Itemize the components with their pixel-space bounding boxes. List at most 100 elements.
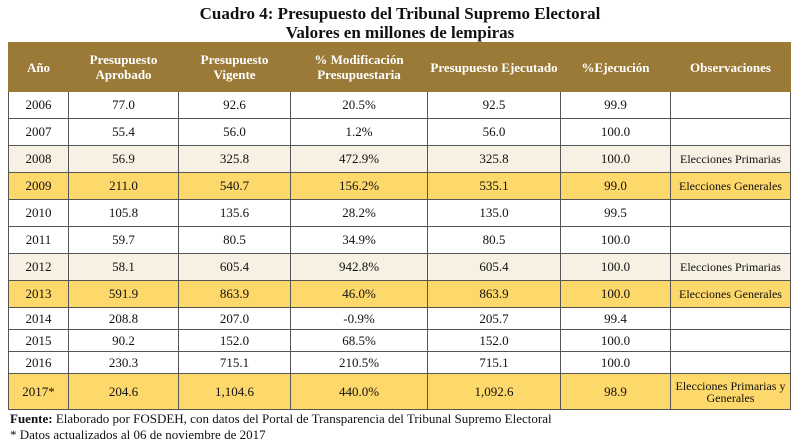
table-cell: 715.1 bbox=[427, 351, 561, 374]
source-label: Fuente: bbox=[10, 411, 53, 426]
table-cell: 80.5 bbox=[178, 226, 291, 254]
table-cell: 156.2% bbox=[290, 172, 428, 200]
observation-cell: Elecciones Primarias bbox=[670, 145, 791, 173]
column-header: Presupuesto Vigente bbox=[178, 42, 291, 92]
table-cell: 58.1 bbox=[68, 253, 179, 281]
table-cell: 68.5% bbox=[290, 329, 428, 352]
table-row: 2011 59.7 80.5 34.9% 80.5 100.0 bbox=[8, 226, 791, 254]
table-cell: 100.0 bbox=[560, 253, 671, 281]
table-cell: 100.0 bbox=[560, 226, 671, 254]
table-row: 2009 211.0 540.7 156.2% 535.1 99.0 Elecciones … bbox=[8, 172, 791, 200]
table-row: 2013 591.9 863.9 46.0% 863.9 100.0 Elecciones … bbox=[8, 280, 791, 308]
column-header: %Ejecución bbox=[560, 42, 671, 92]
table-cell: 135.6 bbox=[178, 199, 291, 227]
table-title: Cuadro 4: Presupuesto del Tribunal Supre… bbox=[199, 4, 601, 23]
table-cell: 2010 bbox=[8, 199, 69, 227]
observation-cell bbox=[670, 351, 791, 374]
observation-cell: Elecciones Generales bbox=[670, 172, 791, 200]
table-cell: 77.0 bbox=[68, 91, 179, 119]
observation-cell bbox=[670, 91, 791, 119]
table-cell: 2014 bbox=[8, 307, 69, 330]
observation-cell bbox=[670, 329, 791, 352]
table-cell: 540.7 bbox=[178, 172, 291, 200]
column-header: % Modificación Presupuestaria bbox=[290, 42, 428, 92]
table-cell: 863.9 bbox=[178, 280, 291, 308]
table-row: 2007 55.4 56.0 1.2% 56.0 100.0 bbox=[8, 118, 791, 146]
table-cell: 59.7 bbox=[68, 226, 179, 254]
table-subtitle: Valores en millones de lempiras bbox=[285, 23, 515, 42]
update-note: * Datos actualizados al 06 de noviembre … bbox=[10, 427, 266, 442]
table-row: 2015 90.2 152.0 68.5% 152.0 100.0 bbox=[8, 329, 791, 352]
table-cell: 28.2% bbox=[290, 199, 428, 227]
table-cell: 135.0 bbox=[427, 199, 561, 227]
table-cell: 99.0 bbox=[560, 172, 671, 200]
table-cell: 34.9% bbox=[290, 226, 428, 254]
table-cell: 2013 bbox=[8, 280, 69, 308]
source-text: Elaborado por FOSDEH, con datos del Port… bbox=[52, 411, 552, 426]
table-cell: 46.0% bbox=[290, 280, 428, 308]
table-cell: 1,104.6 bbox=[178, 373, 291, 410]
table-cell: 2017* bbox=[8, 373, 69, 410]
table-cell: 211.0 bbox=[68, 172, 179, 200]
table-cell: 1,092.6 bbox=[427, 373, 561, 410]
observation-cell: Elecciones Primarias bbox=[670, 253, 791, 281]
table-row: 2008 56.9 325.8 472.9% 325.8 100.0 Elecciones … bbox=[8, 145, 791, 173]
table-cell: 2006 bbox=[8, 91, 69, 119]
table-cell: 535.1 bbox=[427, 172, 561, 200]
table-cell: 80.5 bbox=[427, 226, 561, 254]
column-header: Año bbox=[8, 42, 69, 92]
table-cell: 605.4 bbox=[427, 253, 561, 281]
table-cell: 325.8 bbox=[427, 145, 561, 173]
table-cell: 100.0 bbox=[560, 351, 671, 374]
table-cell: 942.8% bbox=[290, 253, 428, 281]
table-row: 2010 105.8 135.6 28.2% 135.0 99.5 bbox=[8, 199, 791, 227]
table-cell: 55.4 bbox=[68, 118, 179, 146]
table-cell: 105.8 bbox=[68, 199, 179, 227]
table-cell: 204.6 bbox=[68, 373, 179, 410]
table-cell: 2012 bbox=[8, 253, 69, 281]
table-cell: 92.5 bbox=[427, 91, 561, 119]
budget-table: Año Presupuesto Aprobado Presupuesto Vigen… bbox=[8, 42, 791, 410]
table-cell: 2007 bbox=[8, 118, 69, 146]
table-cell: 715.1 bbox=[178, 351, 291, 374]
table-cell: 100.0 bbox=[560, 145, 671, 173]
table-cell: 2011 bbox=[8, 226, 69, 254]
table-cell: 205.7 bbox=[427, 307, 561, 330]
observation-cell bbox=[670, 118, 791, 146]
column-header: Presupuesto Aprobado bbox=[68, 42, 179, 92]
table-cell: 92.6 bbox=[178, 91, 291, 119]
table-cell: 99.5 bbox=[560, 199, 671, 227]
table-cell: 100.0 bbox=[560, 118, 671, 146]
table-cell: 207.0 bbox=[178, 307, 291, 330]
table-cell: 230.3 bbox=[68, 351, 179, 374]
observation-cell: Elecciones Primarias y Generales bbox=[670, 373, 791, 410]
table-cell: 2015 bbox=[8, 329, 69, 352]
table-cell: 56.0 bbox=[178, 118, 291, 146]
table-cell: 98.9 bbox=[560, 373, 671, 410]
table-cell: 152.0 bbox=[427, 329, 561, 352]
table-cell: 210.5% bbox=[290, 351, 428, 374]
table-cell: 1.2% bbox=[290, 118, 428, 146]
table-cell: 591.9 bbox=[68, 280, 179, 308]
table-cell: 100.0 bbox=[560, 329, 671, 352]
table-cell: -0.9% bbox=[290, 307, 428, 330]
table-cell: 2009 bbox=[8, 172, 69, 200]
table-cell: 208.8 bbox=[68, 307, 179, 330]
table-cell: 152.0 bbox=[178, 329, 291, 352]
table-cell: 472.9% bbox=[290, 145, 428, 173]
column-header: Presupuesto Ejecutado bbox=[427, 42, 561, 92]
table-cell: 56.0 bbox=[427, 118, 561, 146]
column-header: Observaciones bbox=[670, 42, 791, 92]
table-row: 2016 230.3 715.1 210.5% 715.1 100.0 bbox=[8, 351, 791, 374]
table-cell: 56.9 bbox=[68, 145, 179, 173]
table-cell: 605.4 bbox=[178, 253, 291, 281]
table-cell: 325.8 bbox=[178, 145, 291, 173]
table-row: 2014 208.8 207.0 -0.9% 205.7 99.4 bbox=[8, 307, 791, 330]
table-cell: 20.5% bbox=[290, 91, 428, 119]
table-cell: 100.0 bbox=[560, 280, 671, 308]
table-row: 2012 58.1 605.4 942.8% 605.4 100.0 Elecciones … bbox=[8, 253, 791, 281]
table-cell: 99.9 bbox=[560, 91, 671, 119]
observation-cell: Elecciones Generales bbox=[670, 280, 791, 308]
observation-cell bbox=[670, 307, 791, 330]
table-cell: 99.4 bbox=[560, 307, 671, 330]
